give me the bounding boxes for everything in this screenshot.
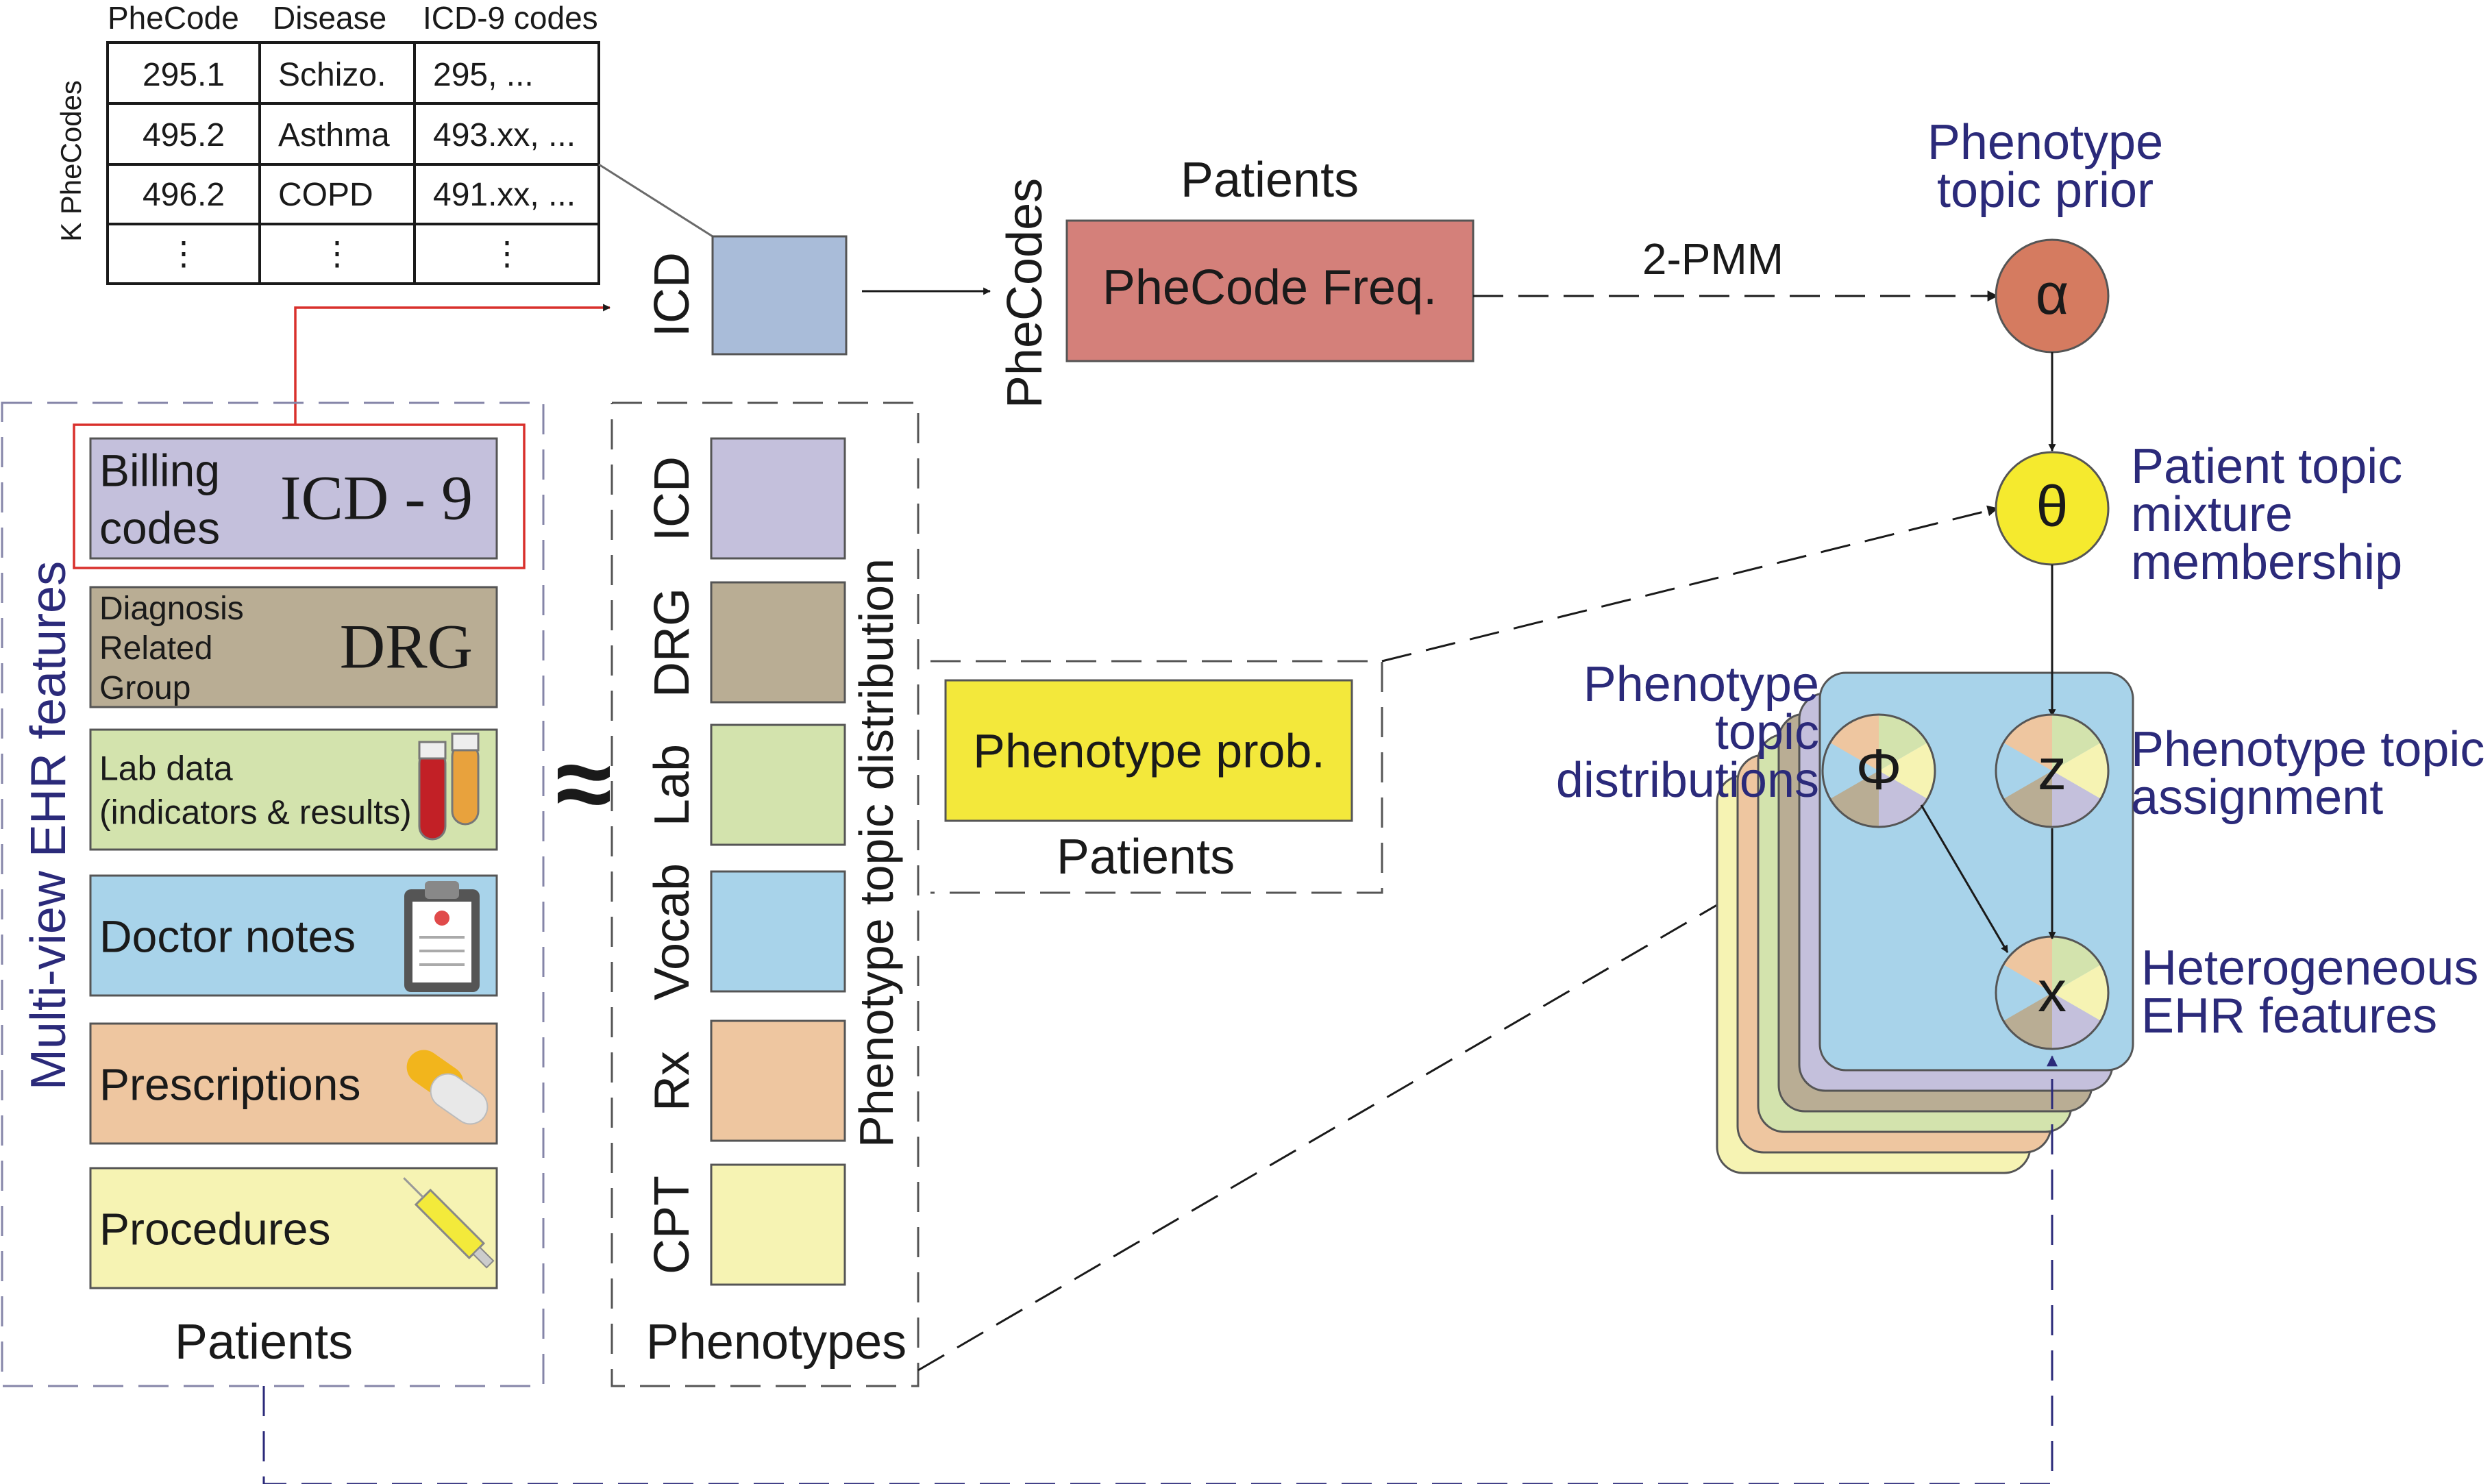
phenotype-prob-panel: Phenotype prob. Patients <box>930 660 1383 894</box>
node-alpha: α <box>1995 238 2110 354</box>
phenotype-prob-col-label: Patients <box>1057 830 1235 885</box>
z-symbol: z <box>2038 737 2067 802</box>
phenotype-row-label: DRG <box>645 588 700 697</box>
approx-symbol: ≈ <box>556 726 612 841</box>
ehr-panel-frame <box>1 401 545 1387</box>
pmm-edge-label: 2-PMM <box>1642 234 1784 284</box>
ehr-view-3: Doctor notes <box>89 874 498 997</box>
ehr-views: Billing codes ICD - 9 Diagnosis Related Group… <box>89 437 498 1289</box>
ehr-view-1: Diagnosis Related Group DRG <box>89 586 498 708</box>
table-to-icd-connector <box>598 163 713 238</box>
phenotype-prob-matrix <box>944 679 1353 822</box>
ehr-features-panel: Multi-view EHR features Billing codes ICD … <box>1 401 545 1387</box>
x-caption: Heterogeneous EHR features <box>2141 941 2478 1043</box>
ehr-view-0: Billing codes ICD - 9 <box>89 437 498 560</box>
ehr-view-5: Procedures <box>89 1167 498 1289</box>
ehr-panel-title: Multi-view EHR features <box>21 561 76 1090</box>
phenotype-panel-title: Phenotype topic distribution <box>850 558 903 1148</box>
billing-highlight-frame <box>73 423 526 569</box>
syringe-icon <box>403 1177 495 1269</box>
table-cell: 493.xx, ... <box>433 117 576 153</box>
table-header-icd9: ICD-9 codes <box>423 0 598 36</box>
table-cells: 295.1 Schizo. 295, ... 495.2 Asthma 493.xx, .… <box>143 57 576 272</box>
node-captions: Phenotype topic prior Patient topic mixture… <box>1556 115 2485 1043</box>
phenotype-dist-panel: ICD DRG Lab Vocab Rx CPT Phenotype topic dist… <box>610 401 920 1387</box>
pills-icon <box>406 1050 489 1125</box>
ehr-view-4: Prescriptions <box>89 1022 498 1145</box>
icd-input-label: ICD <box>645 252 700 337</box>
phenotype-row-1: DRG <box>645 581 846 704</box>
phecodes-axis-label: PheCodes <box>998 178 1052 408</box>
ehr-view-label: Billing codes <box>99 445 220 553</box>
table-cell: Asthma <box>278 117 390 153</box>
ehr-to-x-edge <box>262 1055 2058 1484</box>
phenotype-row-2: Lab <box>645 724 846 846</box>
theta-caption: Patient topic mixture membership <box>2131 439 2402 590</box>
ehr-panel-footer: Patients <box>175 1315 353 1370</box>
table-cell: 295, ... <box>433 57 534 93</box>
node-x <box>1995 935 2110 1050</box>
table-cell: ⋮ <box>167 236 200 272</box>
x-symbol: x <box>2038 959 2067 1024</box>
table-header-phecode: PheCode <box>108 0 239 36</box>
ehr-view-label: Prescriptions <box>99 1059 360 1109</box>
phenotypes-to-phi-edge <box>917 841 1825 1372</box>
node-phi <box>1821 713 1936 828</box>
table-cell: 495.2 <box>143 117 225 153</box>
table-cell: 295.1 <box>143 57 225 93</box>
alpha-symbol: α <box>2036 262 2069 326</box>
phenotype-prob-frame <box>930 660 1383 894</box>
phecode-table: PheCode Disease ICD-9 codes K PheCodes 2… <box>55 0 600 285</box>
clipboard-icon <box>404 881 480 992</box>
z-caption: Phenotype topic assignment <box>2131 722 2484 825</box>
table-header-disease: Disease <box>273 0 386 36</box>
ehr-view-tag: DRG <box>340 612 473 682</box>
ehr-view-label: Diagnosis Related Group <box>99 591 244 706</box>
phenotype-panel-footer: Phenotypes <box>646 1315 906 1370</box>
phenotype-prob-label: Phenotype prob. <box>973 724 1325 778</box>
theta-symbol: θ <box>2036 474 2069 539</box>
ehr-view-tag: ICD - 9 <box>280 463 473 533</box>
table-cell: 491.xx, ... <box>433 177 576 213</box>
phenotype-row-label: Lab <box>645 744 700 826</box>
phecode-freq-matrix <box>1065 219 1475 362</box>
phenotype-row-5: CPT <box>645 1163 846 1286</box>
phenotype-row-label: Rx <box>645 1051 700 1111</box>
phecode-freq-col-label: Patients <box>1181 153 1359 208</box>
billing-to-icd-link <box>294 304 611 425</box>
phenotype-rows: ICD DRG Lab Vocab Rx CPT <box>645 437 846 1286</box>
phenotype-row-label: CPT <box>645 1176 700 1274</box>
table-cell: COPD <box>278 177 373 213</box>
node-z <box>1995 713 2110 828</box>
table-row-axis-label: K PheCodes <box>55 80 87 242</box>
phenotype-row-label: ICD <box>645 456 700 541</box>
test-tubes-icon <box>418 732 480 841</box>
ehr-view-label: Doctor notes <box>99 911 356 961</box>
phenotype-panel-frame <box>610 401 920 1387</box>
alpha-caption: Phenotype topic prior <box>1927 115 2163 218</box>
table-cell: ⋮ <box>491 236 523 272</box>
phi-caption: Phenotype topic distributions <box>1556 657 1819 808</box>
node-theta: θ <box>1995 451 2110 566</box>
ehr-view-label: Lab data (indicators & results) <box>99 750 412 832</box>
phenotype-row-label: Vocab <box>645 863 700 1000</box>
phecode-freq-label: PheCode Freq. <box>1102 260 1437 315</box>
phenotype-row-3: Vocab <box>645 863 846 1000</box>
ehr-view-label: Procedures <box>99 1203 331 1254</box>
phi-to-x-edge <box>1920 804 2009 953</box>
table-cell: 496.2 <box>143 177 225 213</box>
phi-symbol: Φ <box>1855 737 1901 802</box>
table-cell: Schizo. <box>278 57 386 93</box>
prob-to-theta-edge <box>1381 505 1999 663</box>
phenotype-row-0: ICD <box>645 437 846 560</box>
table-cell: ⋮ <box>321 236 354 272</box>
ehr-view-2: Lab data (indicators & results) <box>89 728 498 851</box>
phenotype-row-4: Rx <box>645 1019 846 1142</box>
icd-input-box <box>711 235 848 356</box>
